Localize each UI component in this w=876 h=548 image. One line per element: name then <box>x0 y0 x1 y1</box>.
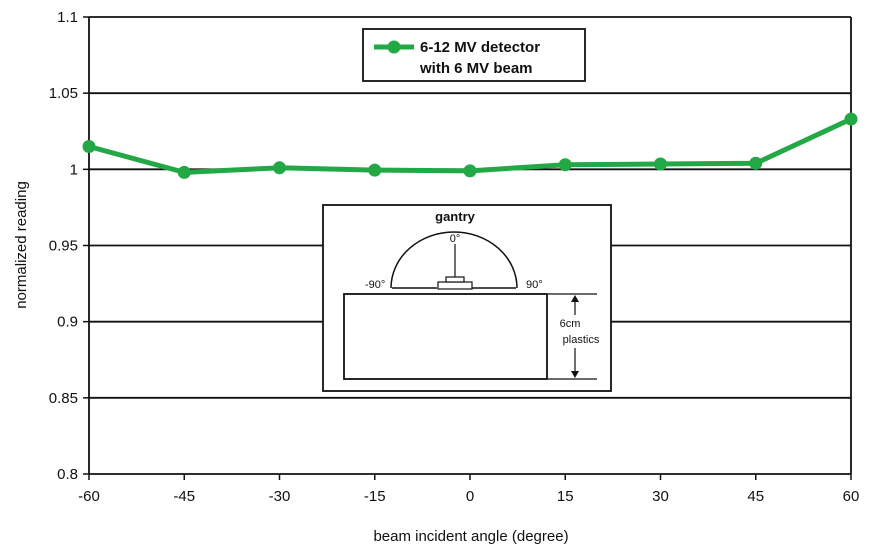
x-tick-label: 30 <box>652 488 669 505</box>
y-tick-label: 1 <box>70 161 78 178</box>
data-point <box>177 165 191 179</box>
y-tick-label: 0.8 <box>57 466 78 483</box>
legend: 6-12 MV detector with 6 MV beam <box>362 28 586 82</box>
x-tick-label: -15 <box>364 488 386 505</box>
y-tick-label: 1.05 <box>49 85 78 102</box>
series-group <box>82 112 858 179</box>
thickness-label-line-1: 6cm <box>560 318 581 330</box>
x-axis-ticks: -60 -45 -30 -15 0 15 30 45 60 <box>78 474 859 505</box>
data-point <box>844 112 858 126</box>
dimension-arrowhead-down <box>571 371 579 378</box>
x-tick-label: -30 <box>269 488 291 505</box>
data-point <box>368 163 382 177</box>
gantry-arc <box>390 231 518 289</box>
y-tick-label: 0.85 <box>49 390 78 407</box>
x-tick-label: -60 <box>78 488 100 505</box>
thickness-label-line-2: plastics <box>563 334 600 346</box>
inset-title: gantry <box>435 209 476 224</box>
plastic-phantom <box>343 293 548 380</box>
x-tick-label: 60 <box>843 488 860 505</box>
data-point <box>749 156 763 170</box>
detector-base <box>437 281 473 290</box>
legend-box <box>362 28 586 82</box>
data-point <box>654 157 667 171</box>
y-axis-title: normalized reading <box>13 181 30 309</box>
data-point <box>558 158 572 172</box>
detector-top <box>445 276 465 283</box>
x-tick-label: 15 <box>557 488 574 505</box>
data-point <box>273 161 286 175</box>
angle-label-top: 0° <box>450 233 461 245</box>
y-tick-label: 0.95 <box>49 238 78 255</box>
data-point <box>463 164 477 178</box>
angle-label-right: 90° <box>526 279 543 291</box>
y-axis-ticks: 0.8 0.85 0.9 0.95 1 1.05 1.1 <box>49 9 89 483</box>
angle-label-left: -90° <box>365 279 385 291</box>
x-tick-label: 45 <box>747 488 764 505</box>
y-tick-label: 1.1 <box>57 9 78 26</box>
data-point <box>82 139 96 153</box>
dimension-arrowhead-up <box>571 295 579 302</box>
legend-marker <box>387 40 401 54</box>
y-tick-label: 0.9 <box>57 314 78 331</box>
legend-label-line-1: 6-12 MV detector <box>420 39 540 56</box>
legend-label-line-2: with 6 MV beam <box>419 60 533 77</box>
x-tick-label: -45 <box>173 488 195 505</box>
inset-diagram: gantry 0° -90° 90° 6cm plastics <box>322 204 612 392</box>
x-axis-title: beam incident angle (degree) <box>373 528 568 545</box>
x-tick-label: 0 <box>466 488 474 505</box>
